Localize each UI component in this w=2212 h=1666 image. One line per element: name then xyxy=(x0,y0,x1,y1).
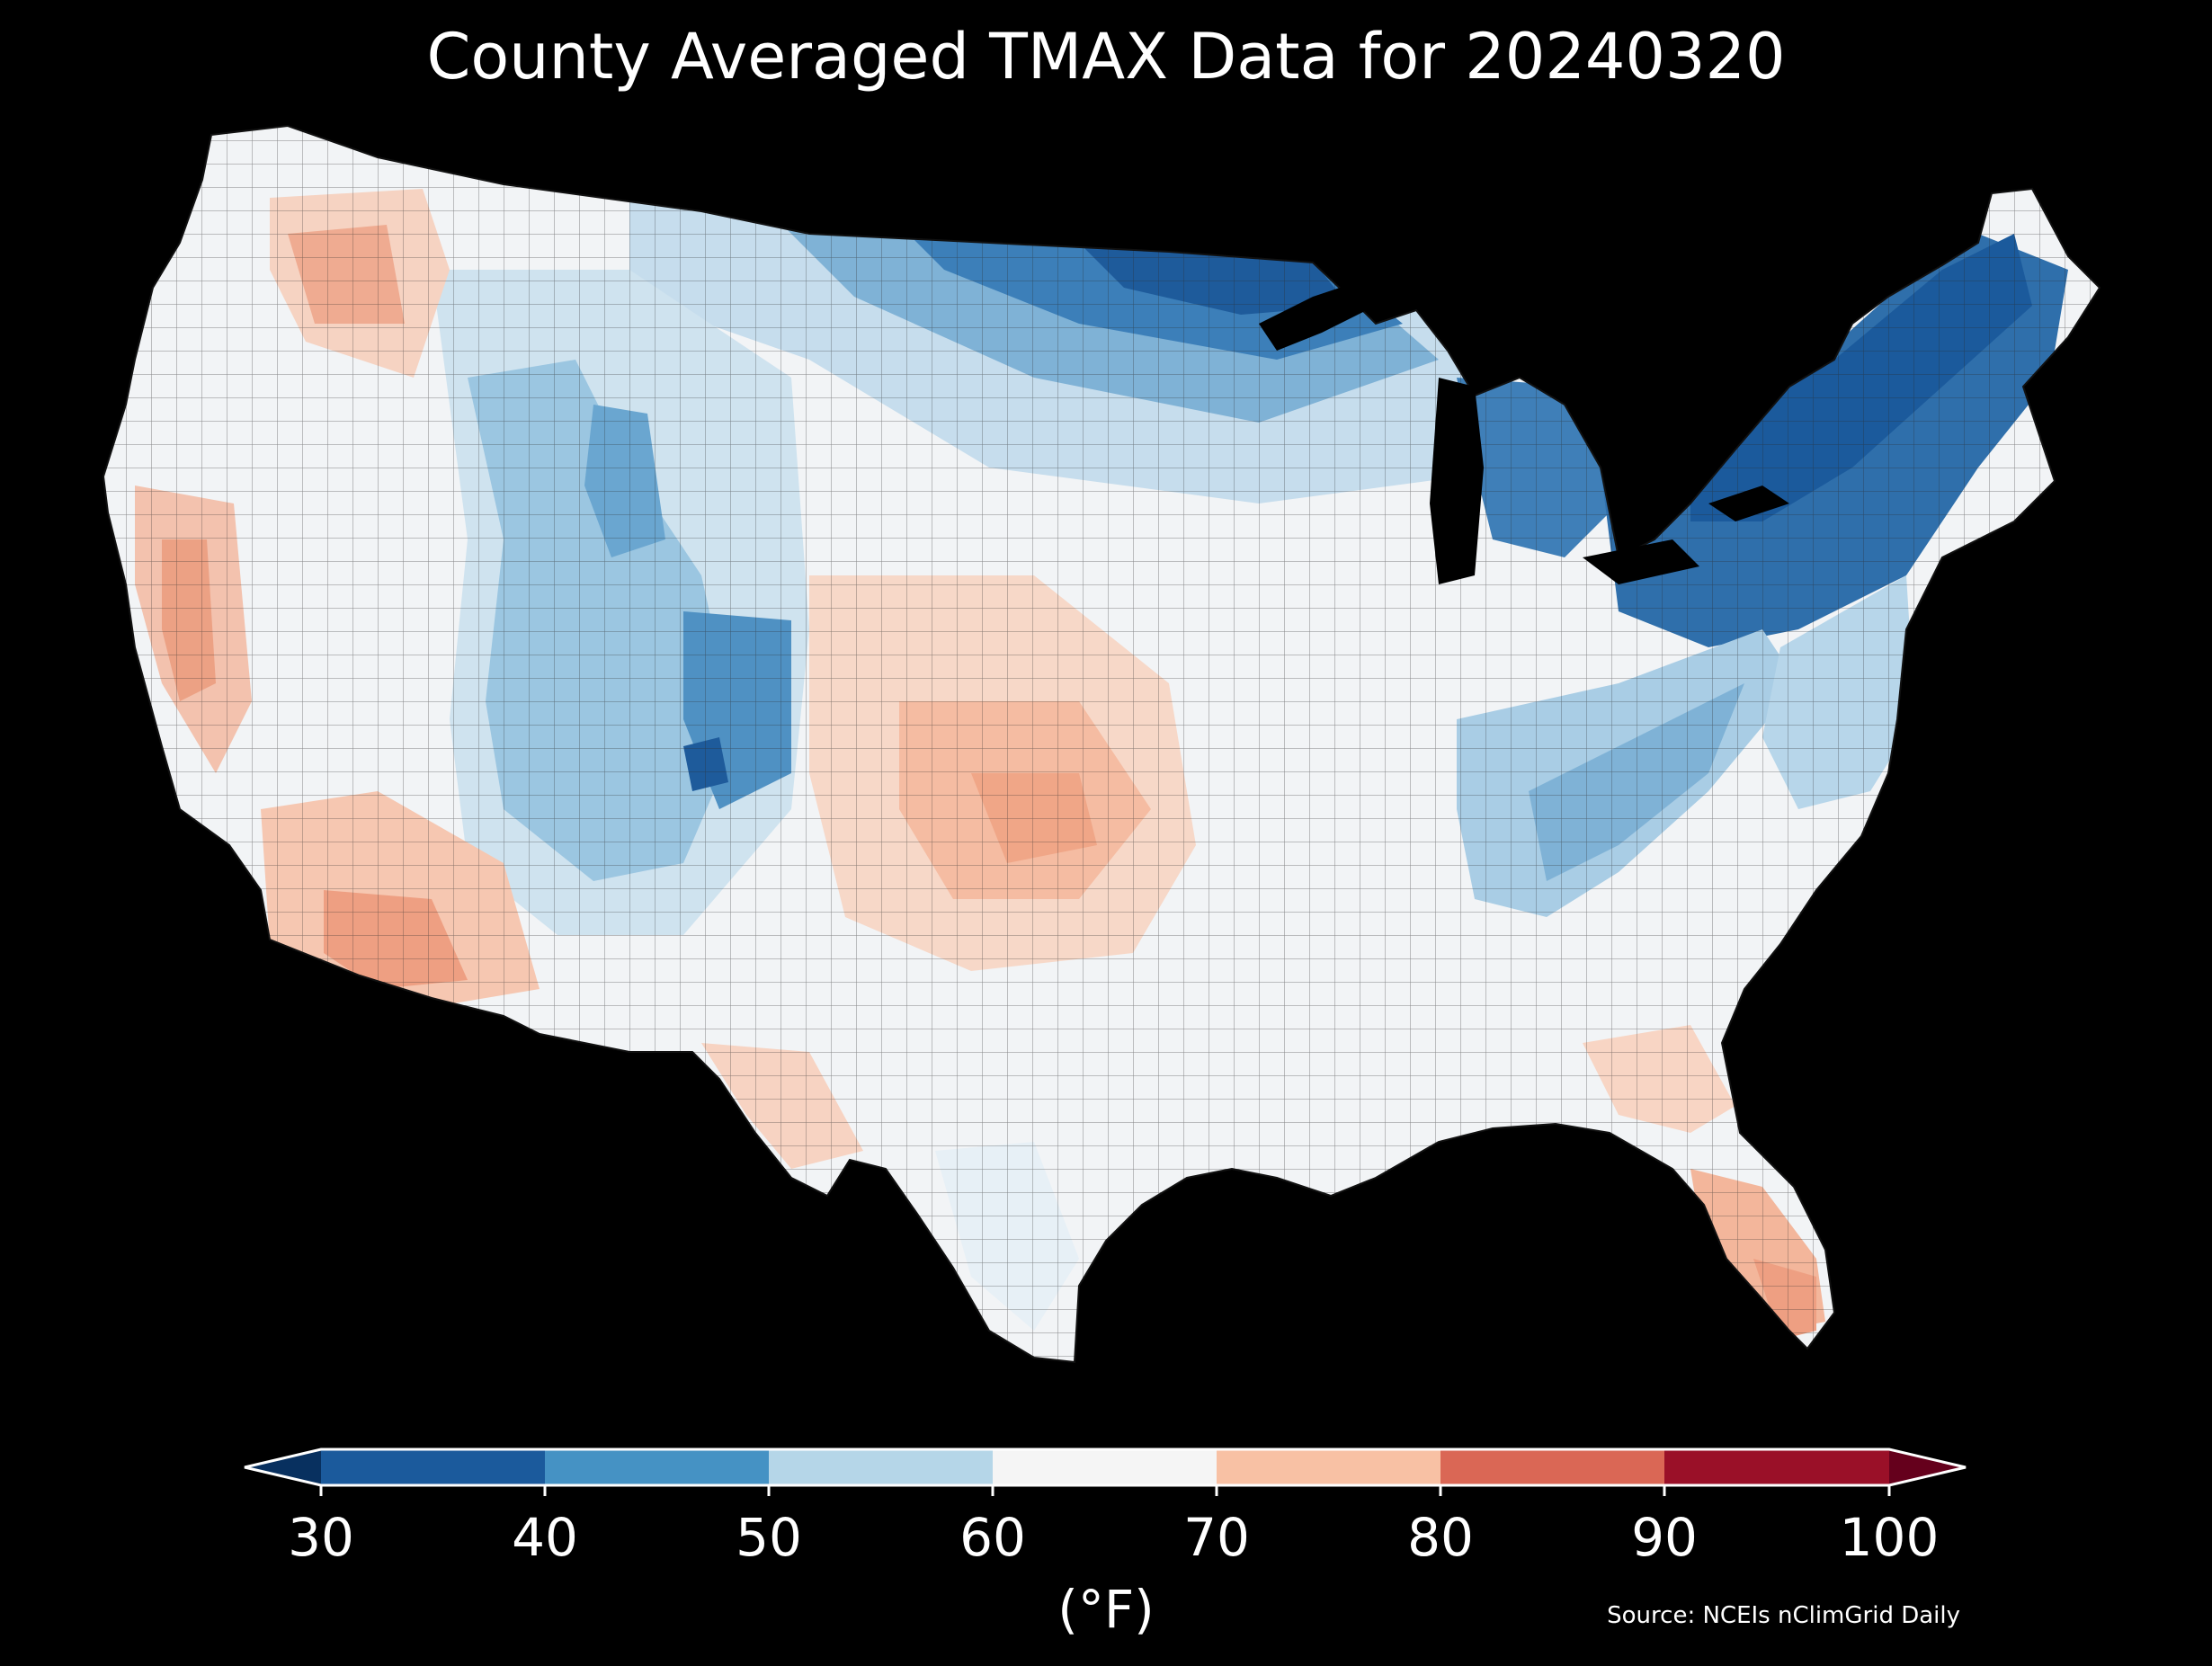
map-title: County Averaged TMAX Data for 20240320 xyxy=(426,20,1786,94)
colorbar-bin-30-40 xyxy=(321,1449,545,1485)
colorbar-over-triangle xyxy=(1889,1449,1966,1485)
colorbar-tick-label-90: 90 xyxy=(1631,1507,1698,1568)
source-credit: Source: NCEIs nClimGrid Daily xyxy=(1607,1602,1960,1629)
colorbar-under-triangle xyxy=(245,1449,321,1485)
colorbar-tick-label-70: 70 xyxy=(1183,1507,1250,1568)
colorbar-bin-40-50 xyxy=(545,1449,769,1485)
colorbar-tick-label-30: 30 xyxy=(288,1507,354,1568)
colorbar-tick-label-60: 60 xyxy=(959,1507,1026,1568)
colorbar-tick-label-50: 50 xyxy=(736,1507,802,1568)
colorbar-bin-60-70 xyxy=(993,1449,1217,1485)
colorbar-bin-70-80 xyxy=(1217,1449,1440,1485)
colorbar-bin-50-60 xyxy=(769,1449,993,1485)
colorbar-tick-label-40: 40 xyxy=(512,1507,578,1568)
colorbar-bin-80-90 xyxy=(1440,1449,1664,1485)
colorbar-unit-label: (°F) xyxy=(1057,1579,1155,1640)
colorbar-tick-label-80: 80 xyxy=(1407,1507,1474,1568)
colorbar-bin-90-100 xyxy=(1664,1449,1889,1485)
colorbar-tick-label-100: 100 xyxy=(1839,1507,1940,1568)
